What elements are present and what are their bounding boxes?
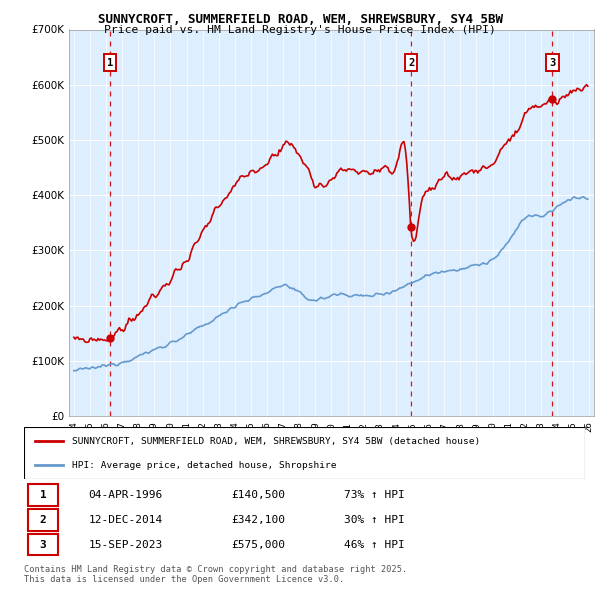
Text: SUNNYCROFT, SUMMERFIELD ROAD, WEM, SHREWSBURY, SY4 5BW: SUNNYCROFT, SUMMERFIELD ROAD, WEM, SHREW… — [97, 13, 503, 26]
Text: 1: 1 — [107, 58, 113, 68]
Text: 3: 3 — [40, 539, 46, 549]
Text: 3: 3 — [549, 58, 556, 68]
Text: 12-DEC-2014: 12-DEC-2014 — [89, 514, 163, 525]
Text: 2: 2 — [40, 514, 46, 525]
Text: £140,500: £140,500 — [232, 490, 286, 500]
Text: £342,100: £342,100 — [232, 514, 286, 525]
Text: SUNNYCROFT, SUMMERFIELD ROAD, WEM, SHREWSBURY, SY4 5BW (detached house): SUNNYCROFT, SUMMERFIELD ROAD, WEM, SHREW… — [71, 437, 480, 445]
FancyBboxPatch shape — [28, 533, 58, 555]
FancyBboxPatch shape — [28, 484, 58, 506]
Text: 46% ↑ HPI: 46% ↑ HPI — [344, 539, 404, 549]
Text: 04-APR-1996: 04-APR-1996 — [89, 490, 163, 500]
Text: HPI: Average price, detached house, Shropshire: HPI: Average price, detached house, Shro… — [71, 461, 336, 470]
Text: Price paid vs. HM Land Registry's House Price Index (HPI): Price paid vs. HM Land Registry's House … — [104, 25, 496, 35]
Text: 73% ↑ HPI: 73% ↑ HPI — [344, 490, 404, 500]
Text: This data is licensed under the Open Government Licence v3.0.: This data is licensed under the Open Gov… — [24, 575, 344, 584]
FancyBboxPatch shape — [28, 509, 58, 530]
Text: 15-SEP-2023: 15-SEP-2023 — [89, 539, 163, 549]
Text: 30% ↑ HPI: 30% ↑ HPI — [344, 514, 404, 525]
Text: Contains HM Land Registry data © Crown copyright and database right 2025.: Contains HM Land Registry data © Crown c… — [24, 565, 407, 574]
Text: 1: 1 — [40, 490, 46, 500]
FancyBboxPatch shape — [24, 427, 585, 479]
Text: 2: 2 — [408, 58, 414, 68]
Text: £575,000: £575,000 — [232, 539, 286, 549]
